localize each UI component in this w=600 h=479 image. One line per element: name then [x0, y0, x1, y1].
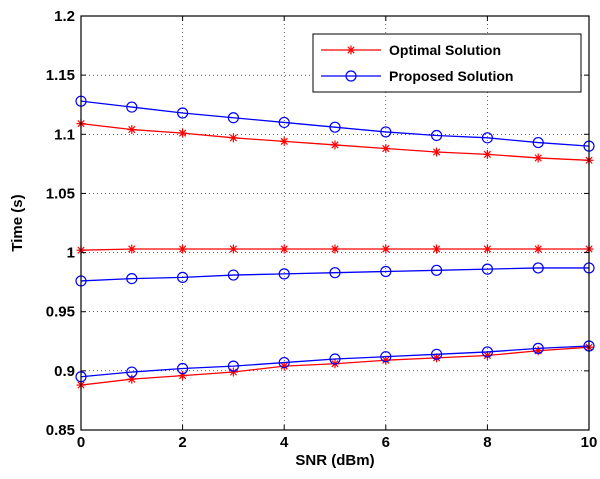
data-point-star-d2: [178, 245, 187, 253]
data-point-circle: [278, 116, 290, 129]
x-tick-label: 2: [178, 434, 186, 451]
x-axis-label: SNR (dBm): [295, 452, 374, 469]
legend-marker-circle: [345, 70, 357, 82]
data-point-circle: [380, 351, 392, 363]
y-axis-label: Time (s): [9, 194, 26, 251]
data-point-circle: [481, 346, 493, 358]
y-tick-label: 1.15: [46, 67, 75, 84]
data-point-star-d2: [229, 245, 238, 253]
data-point-star-d2: [128, 245, 136, 253]
legend: Optimal Solution Proposed Solution: [312, 33, 582, 93]
plot-frame: [80, 15, 590, 431]
data-point-circle: [329, 353, 341, 365]
data-point-circle: [532, 136, 544, 149]
data-point-circle: [278, 356, 290, 369]
x-tick-label: 8: [483, 434, 491, 451]
x-tick-label: 6: [382, 434, 390, 451]
data-point-circle: [177, 107, 189, 119]
y-tick-label: 1.2: [54, 8, 75, 25]
legend-label: Optimal Solution: [389, 42, 501, 58]
data-point-star-d2: [280, 137, 288, 146]
data-point-circle: [329, 121, 341, 133]
data-point-circle: [431, 129, 443, 142]
data-point-star-d2: [382, 356, 390, 364]
data-point-star-d2: [382, 144, 390, 153]
data-point-star-d2: [331, 141, 339, 149]
data-point-circle: [278, 268, 290, 280]
data-point-circle: [227, 112, 239, 124]
y-tick-label: 0.85: [46, 422, 75, 439]
y-tick-label: 1.1: [54, 126, 75, 143]
legend-marker-star-d2: [347, 46, 355, 54]
data-point-circle: [126, 272, 138, 285]
data-point-circle: [380, 265, 392, 278]
legend-entry-2: Proposed Solution: [321, 68, 513, 84]
data-point-circle: [177, 271, 189, 284]
data-point-circle: [481, 132, 493, 144]
data-point-star-d2: [178, 129, 187, 137]
data-point-star-d2: [483, 150, 492, 159]
data-point-star-d2: [432, 245, 441, 253]
data-point-circle: [177, 362, 189, 375]
data-point-star-d2: [534, 245, 542, 253]
data-point-star-d2: [483, 245, 492, 253]
legend-entry-1: Optimal Solution: [321, 42, 501, 58]
series-3: [76, 244, 594, 255]
data-point-star-d2: [280, 245, 288, 253]
y-tick-label: 1.05: [46, 185, 75, 202]
data-point-circle: [227, 269, 239, 281]
y-tick-label: 1: [67, 245, 75, 262]
y-tick-label: 0.95: [46, 304, 75, 321]
legend-label: Proposed Solution: [389, 68, 513, 84]
x-tick-label: 10: [581, 434, 598, 451]
data-point-star-d2: [229, 134, 238, 142]
data-point-star-d2: [483, 351, 492, 360]
x-tick-label: 0: [77, 434, 85, 451]
series-6: [75, 340, 595, 383]
axis-ticks: 0 2 4 6 8 10 0.85 0.9 0.95 1 1.05 1.1 1.15 1.2: [46, 8, 598, 451]
data-point-circle: [126, 101, 138, 113]
data-point-circle: [227, 360, 239, 372]
data-point-star-d2: [280, 362, 288, 370]
data-point-circle: [532, 262, 544, 274]
data-point-star-d2: [432, 354, 441, 362]
data-point-star-d2: [382, 245, 390, 253]
data-point-circle: [329, 267, 341, 279]
x-tick-label: 4: [280, 434, 289, 451]
data-point-circle: [532, 342, 544, 354]
series-4: [75, 262, 595, 287]
data-point-star-d2: [128, 125, 136, 134]
data-point-circle: [481, 263, 493, 275]
data-point-star-d2: [534, 154, 542, 162]
series-layer: [75, 95, 595, 390]
data-point-circle: [431, 348, 443, 360]
series-line: [80, 267, 589, 282]
y-tick-label: 0.9: [54, 363, 75, 380]
data-point-circle: [380, 126, 392, 138]
legend-box: [312, 33, 582, 93]
data-point-circle: [431, 264, 443, 276]
series-line: [80, 100, 590, 147]
data-point-star-d2: [432, 148, 441, 156]
series-line: [80, 345, 590, 378]
data-point-star-d2: [331, 245, 339, 253]
data-point-circle: [126, 366, 138, 378]
data-point-star-d2: [229, 368, 238, 376]
